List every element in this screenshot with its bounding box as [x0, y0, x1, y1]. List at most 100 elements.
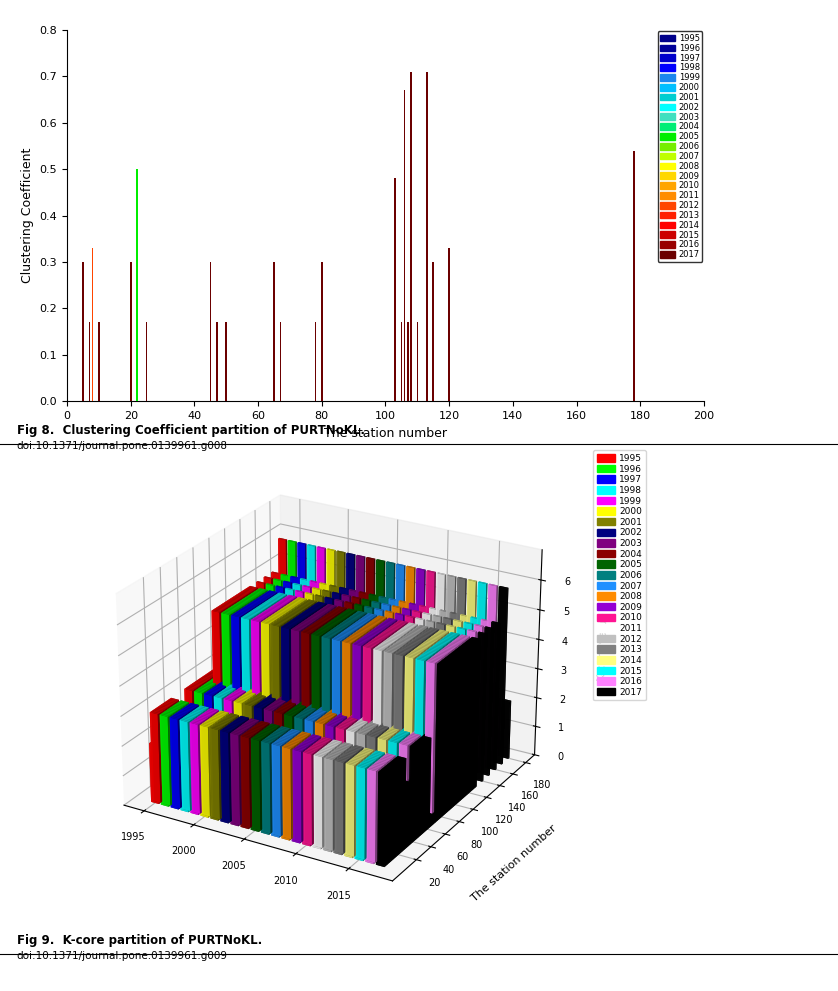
Bar — [432, 262, 434, 401]
Bar — [432, 262, 434, 401]
Bar — [89, 322, 91, 401]
Bar — [89, 322, 91, 401]
Bar — [407, 322, 409, 401]
Bar — [98, 322, 100, 401]
Bar — [410, 71, 411, 401]
Bar — [146, 322, 147, 401]
Bar — [98, 322, 100, 401]
Bar — [416, 322, 418, 401]
Bar — [210, 262, 211, 401]
Bar — [273, 262, 275, 401]
Bar — [89, 322, 91, 401]
Bar — [416, 322, 418, 401]
Bar — [448, 248, 450, 401]
Bar — [410, 71, 411, 401]
Bar — [426, 71, 427, 401]
Bar — [410, 71, 411, 401]
Bar — [216, 322, 218, 401]
Bar — [225, 322, 227, 401]
Bar — [130, 262, 132, 401]
Bar — [404, 90, 406, 401]
Bar — [210, 262, 211, 401]
Bar — [314, 322, 316, 401]
Bar — [321, 262, 323, 401]
Bar — [146, 322, 147, 401]
Bar — [633, 151, 634, 401]
Bar — [321, 262, 323, 401]
Bar — [89, 322, 91, 401]
Bar — [98, 322, 100, 401]
Bar — [426, 71, 427, 401]
Bar — [82, 262, 84, 401]
Bar — [82, 262, 84, 401]
Bar — [130, 262, 132, 401]
Bar — [210, 262, 211, 401]
Bar — [432, 262, 434, 401]
Bar — [216, 322, 218, 401]
Bar — [394, 178, 396, 401]
Bar — [273, 262, 275, 401]
Bar — [633, 151, 634, 401]
Bar — [404, 90, 406, 401]
Bar — [273, 262, 275, 401]
Bar — [98, 322, 100, 401]
Bar — [210, 262, 211, 401]
Bar — [448, 248, 450, 401]
Bar — [82, 262, 84, 401]
Bar — [407, 322, 409, 401]
Bar — [321, 262, 323, 401]
Bar — [225, 322, 227, 401]
Bar — [146, 322, 147, 401]
Bar — [432, 262, 434, 401]
Bar — [280, 322, 282, 401]
Bar — [210, 262, 211, 401]
Bar — [321, 262, 323, 401]
Bar — [407, 322, 409, 401]
Bar — [394, 178, 396, 401]
Bar — [216, 322, 218, 401]
Bar — [225, 322, 227, 401]
Bar — [410, 71, 411, 401]
Bar — [225, 322, 227, 401]
Bar — [426, 71, 427, 401]
Bar — [448, 248, 450, 401]
Bar — [404, 90, 406, 401]
Legend: 1995, 1996, 1997, 1998, 1999, 2000, 2001, 2002, 2003, 2004, 2005, 2006, 2007, 20: 1995, 1996, 1997, 1998, 1999, 2000, 2001… — [658, 32, 702, 262]
Bar — [432, 262, 434, 401]
Bar — [98, 322, 100, 401]
Bar — [410, 71, 411, 401]
Bar — [321, 262, 323, 401]
Bar — [273, 262, 275, 401]
Bar — [216, 322, 218, 401]
Bar — [89, 322, 91, 401]
Bar — [633, 151, 634, 401]
Bar — [426, 71, 427, 401]
Bar — [216, 322, 218, 401]
Bar — [407, 322, 409, 401]
Bar — [210, 262, 211, 401]
Bar — [82, 262, 84, 401]
Bar — [410, 71, 411, 401]
Bar — [130, 262, 132, 401]
Bar — [216, 322, 218, 401]
Bar — [448, 248, 450, 401]
Bar — [407, 322, 409, 401]
Bar — [426, 71, 427, 401]
Bar — [82, 262, 84, 401]
Bar — [280, 322, 282, 401]
Bar — [130, 262, 132, 401]
Bar — [633, 151, 634, 401]
Bar — [321, 262, 323, 401]
Bar — [394, 178, 396, 401]
Bar — [416, 322, 418, 401]
Bar — [416, 322, 418, 401]
Bar — [146, 322, 147, 401]
Bar — [210, 262, 211, 401]
Bar — [426, 71, 427, 401]
Bar — [273, 262, 275, 401]
Bar — [448, 248, 450, 401]
Bar — [89, 322, 91, 401]
Bar — [216, 322, 218, 401]
Bar — [98, 322, 100, 401]
Bar — [82, 262, 84, 401]
